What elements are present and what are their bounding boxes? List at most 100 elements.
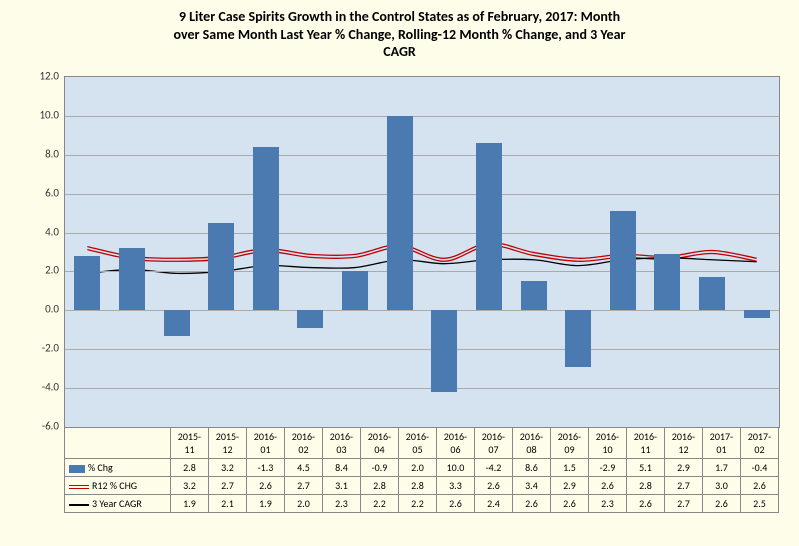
- table-cell: 2.3: [322, 495, 360, 513]
- table-cell: 2.3: [588, 495, 626, 513]
- category-header: 2016-01: [246, 428, 284, 459]
- series-label-r12: R12 % CHG: [65, 477, 171, 495]
- category-header: 2016-11: [626, 428, 664, 459]
- y-tick-label: 2.0: [9, 264, 59, 277]
- table-cell: 2.7: [284, 477, 322, 495]
- chart-container: 9 Liter Case Spirits Growth in the Contr…: [0, 0, 799, 546]
- table-cell: 3.1: [322, 477, 360, 495]
- bar: [654, 254, 680, 310]
- category-header: 2016-09: [550, 428, 588, 459]
- table-cell: 2.6: [246, 477, 284, 495]
- category-header: 2015-11: [170, 428, 208, 459]
- table-cell: 2.6: [512, 495, 550, 513]
- y-tick-label: 10.0: [9, 108, 59, 121]
- gridline: [65, 349, 779, 350]
- table-cell: 8.4: [322, 459, 360, 477]
- table-cell: 2.9: [664, 459, 702, 477]
- category-header: 2016-07: [474, 428, 512, 459]
- table-cell: 1.9: [246, 495, 284, 513]
- table-cell: 2.0: [398, 459, 436, 477]
- category-header: 2016-04: [360, 428, 398, 459]
- gridline: [65, 233, 779, 234]
- gridline: [65, 388, 779, 389]
- data-table-area: 2015-112015-122016-012016-022016-032016-…: [64, 427, 779, 513]
- table-cell: 2.4: [474, 495, 512, 513]
- table-cell: 4.5: [284, 459, 322, 477]
- series-label-pct_chg: % Chg: [65, 459, 171, 477]
- category-header: 2017-02: [740, 428, 778, 459]
- table-cell: -1.3: [246, 459, 284, 477]
- bar-swatch: [69, 465, 85, 473]
- table-cell: 2.6: [626, 495, 664, 513]
- table-cell: -4.2: [474, 459, 512, 477]
- r12-swatch: [69, 485, 89, 489]
- table-cell: 2.7: [208, 477, 246, 495]
- bar: [119, 248, 145, 310]
- chart-title: 9 Liter Case Spirits Growth in the Contr…: [0, 0, 799, 65]
- table-cell: 8.6: [512, 459, 550, 477]
- category-header: 2016-08: [512, 428, 550, 459]
- gridline: [65, 194, 779, 195]
- series-label-cagr: 3 Year CAGR: [65, 495, 171, 513]
- table-cell: 2.1: [208, 495, 246, 513]
- bar: [208, 223, 234, 311]
- table-cell: 3.3: [436, 477, 474, 495]
- bar: [164, 310, 190, 335]
- line-overlay: [65, 77, 779, 427]
- table-cell: 2.7: [664, 495, 702, 513]
- table-cell: 2.0: [284, 495, 322, 513]
- category-header: 2016-03: [322, 428, 360, 459]
- table-cell: 2.5: [740, 495, 778, 513]
- table-cell: 2.9: [550, 477, 588, 495]
- table-cell: -2.9: [588, 459, 626, 477]
- table-cell: 2.6: [740, 477, 778, 495]
- table-cell: 2.7: [664, 477, 702, 495]
- table-cell: 1.5: [550, 459, 588, 477]
- y-tick-label: 8.0: [9, 147, 59, 160]
- table-cell: 3.0: [702, 477, 740, 495]
- gridline: [65, 155, 779, 156]
- table-cell: 2.8: [398, 477, 436, 495]
- category-header: 2016-02: [284, 428, 322, 459]
- bar: [342, 271, 368, 310]
- bar: [253, 147, 279, 310]
- bar: [565, 310, 591, 366]
- table-cell: 2.8: [626, 477, 664, 495]
- table-cell: 3.2: [208, 459, 246, 477]
- table-cell: -0.4: [740, 459, 778, 477]
- data-table: 2015-112015-122016-012016-022016-032016-…: [64, 427, 779, 513]
- y-tick-label: -6.0: [9, 420, 59, 433]
- table-cell: 3.2: [170, 477, 208, 495]
- y-tick-label: 12.0: [9, 70, 59, 83]
- table-cell: 1.9: [170, 495, 208, 513]
- plot-area: [64, 76, 780, 428]
- gridline: [65, 116, 779, 117]
- bar: [387, 116, 413, 310]
- table-cell: 2.6: [474, 477, 512, 495]
- table-cell: 2.8: [170, 459, 208, 477]
- table-cell: 3.4: [512, 477, 550, 495]
- bar: [431, 310, 457, 392]
- y-tick-label: -2.0: [9, 342, 59, 355]
- category-header: 2016-05: [398, 428, 436, 459]
- category-header: 2016-12: [664, 428, 702, 459]
- table-cell: 10.0: [436, 459, 474, 477]
- category-header: 2016-06: [436, 428, 474, 459]
- y-tick-label: 6.0: [9, 186, 59, 199]
- y-tick-label: 0.0: [9, 303, 59, 316]
- category-header: 2017-01: [702, 428, 740, 459]
- bar: [610, 211, 636, 310]
- table-cell: 1.7: [702, 459, 740, 477]
- bar: [74, 256, 100, 310]
- table-cell: 2.8: [360, 477, 398, 495]
- table-cell: 2.6: [588, 477, 626, 495]
- y-tick-label: 4.0: [9, 225, 59, 238]
- table-cell: 2.2: [398, 495, 436, 513]
- category-header: 2016-10: [588, 428, 626, 459]
- category-header: 2015-12: [208, 428, 246, 459]
- title-line-1: 9 Liter Case Spirits Growth in the Contr…: [179, 8, 620, 25]
- table-cell: 2.6: [702, 495, 740, 513]
- table-cell: 5.1: [626, 459, 664, 477]
- cagr-swatch: [69, 504, 89, 506]
- table-cell: -0.9: [360, 459, 398, 477]
